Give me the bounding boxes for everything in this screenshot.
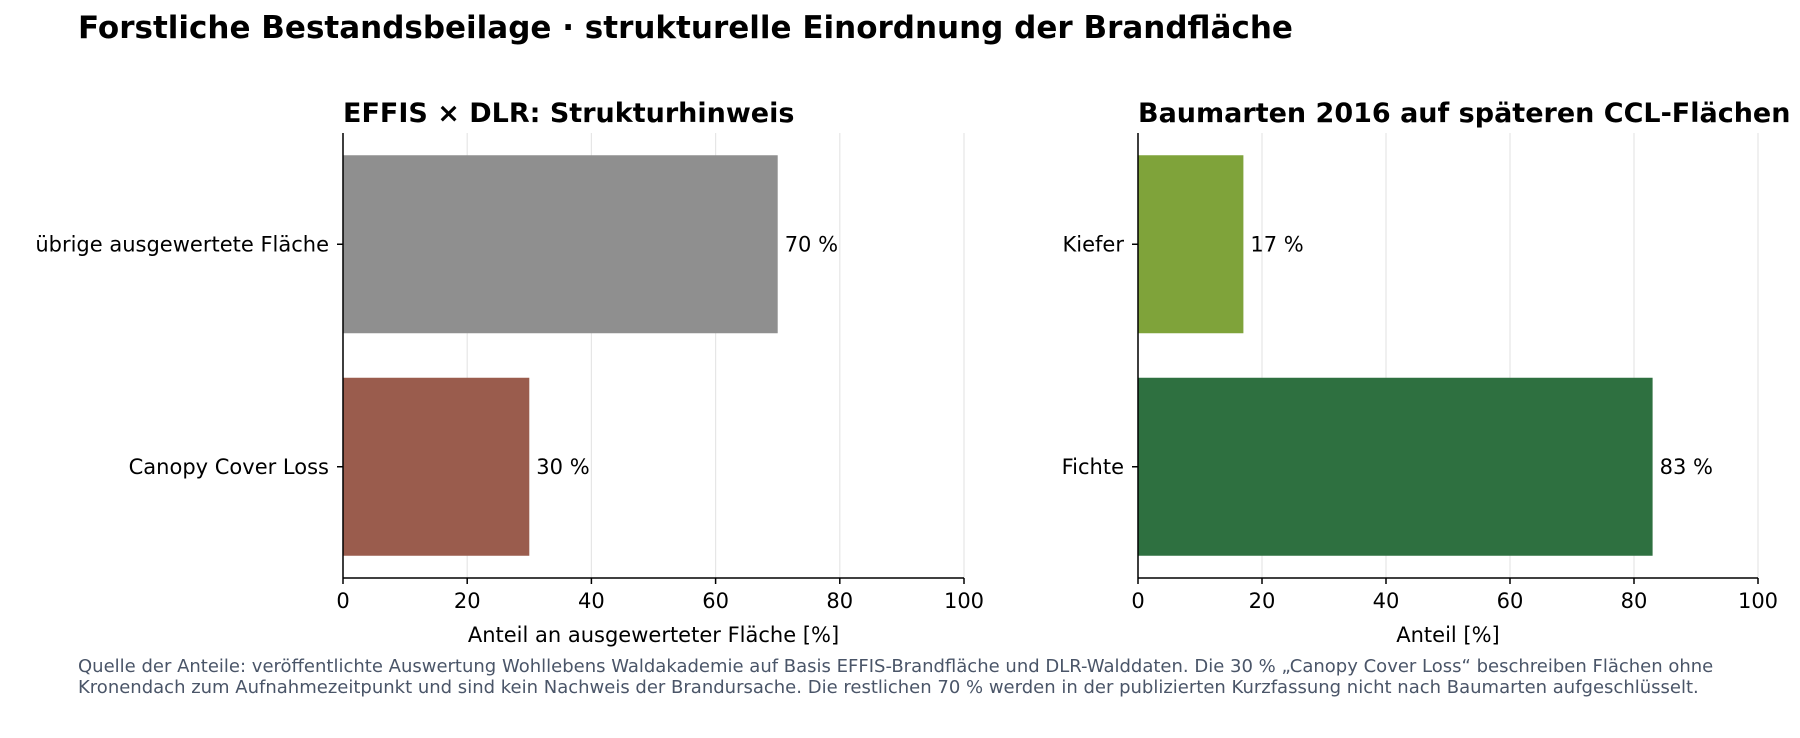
bar <box>1138 377 1653 556</box>
bar-value-label: 70 % <box>785 232 838 256</box>
chart-title: EFFIS × DLR: Strukturhinweis <box>343 98 794 129</box>
x-tick-label: 100 <box>944 589 984 613</box>
x-tick-label: 40 <box>1373 589 1400 613</box>
category-label: Canopy Cover Loss <box>129 455 329 479</box>
x-tick-label: 0 <box>336 589 349 613</box>
x-axis-label: Anteil an ausgewerteter Fläche [%] <box>468 623 839 647</box>
x-axis-label: Anteil [%] <box>1396 623 1500 647</box>
bar <box>343 377 530 556</box>
x-tick-label: 80 <box>1621 589 1648 613</box>
x-tick-label: 60 <box>1497 589 1524 613</box>
x-tick-label: 20 <box>454 589 481 613</box>
bar-value-label: 17 % <box>1250 232 1303 256</box>
bar <box>1138 155 1244 334</box>
bar <box>343 155 778 334</box>
bar-value-label: 30 % <box>536 455 589 479</box>
x-tick-label: 20 <box>1249 589 1276 613</box>
category-label: Fichte <box>1062 455 1124 479</box>
bar-charts: 70 % übrige ausgewertete Fläche 30 % Canopy… <box>35 98 1790 647</box>
x-tick-label: 60 <box>702 589 729 613</box>
source-footnote: Quelle der Anteile: veröffentlichte Ausw… <box>78 656 1714 698</box>
x-tick-label: 100 <box>1738 589 1778 613</box>
chart-title: Baumarten 2016 auf späteren CCL-Flächen <box>1138 98 1790 129</box>
figure-title: Forstliche Bestandsbeilage · strukturell… <box>78 10 1293 46</box>
x-tick-label: 80 <box>826 589 853 613</box>
category-label: Kiefer <box>1063 232 1125 256</box>
x-tick-label: 0 <box>1131 589 1144 613</box>
x-tick-label: 40 <box>578 589 605 613</box>
category-label: übrige ausgewertete Fläche <box>35 232 329 256</box>
bar-value-label: 83 % <box>1660 455 1713 479</box>
